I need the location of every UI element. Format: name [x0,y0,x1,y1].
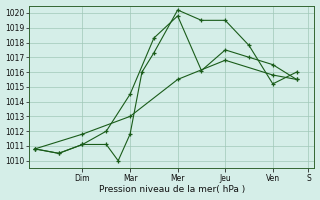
X-axis label: Pression niveau de la mer( hPa ): Pression niveau de la mer( hPa ) [99,185,245,194]
